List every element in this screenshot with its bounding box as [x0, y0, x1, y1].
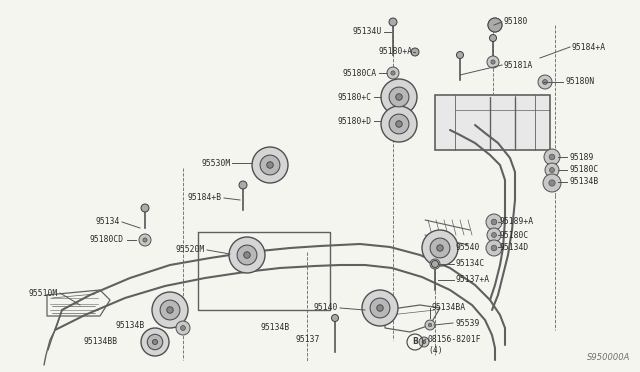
Circle shape	[486, 214, 502, 230]
Circle shape	[377, 305, 383, 311]
Text: 95180CD: 95180CD	[90, 235, 124, 244]
Circle shape	[229, 237, 265, 273]
Circle shape	[544, 149, 560, 165]
Circle shape	[167, 307, 173, 313]
Circle shape	[487, 56, 499, 68]
Text: 95184+B: 95184+B	[188, 193, 222, 202]
Text: 95510M: 95510M	[29, 289, 58, 298]
Text: 95134U: 95134U	[353, 28, 382, 36]
Text: (4): (4)	[428, 346, 443, 356]
Circle shape	[176, 321, 190, 335]
Circle shape	[143, 238, 147, 242]
FancyBboxPatch shape	[435, 95, 550, 150]
Circle shape	[433, 262, 436, 266]
Circle shape	[436, 245, 444, 251]
Text: 95184+A: 95184+A	[572, 42, 606, 51]
Circle shape	[428, 323, 432, 327]
Circle shape	[391, 71, 395, 75]
Circle shape	[370, 298, 390, 318]
Circle shape	[493, 23, 497, 28]
Circle shape	[239, 181, 247, 189]
Text: 95180+C: 95180+C	[338, 93, 372, 102]
Circle shape	[411, 48, 419, 56]
Text: 95180+A: 95180+A	[379, 48, 413, 57]
Circle shape	[244, 252, 250, 258]
Circle shape	[141, 328, 169, 356]
Circle shape	[487, 228, 501, 242]
Text: 95180C: 95180C	[500, 231, 529, 240]
Circle shape	[549, 180, 555, 186]
Circle shape	[550, 167, 554, 173]
Circle shape	[180, 326, 186, 330]
Text: 95180C: 95180C	[569, 166, 598, 174]
Text: 95137+A: 95137+A	[456, 276, 490, 285]
Text: 95189: 95189	[569, 153, 593, 161]
Text: 95540: 95540	[456, 243, 481, 251]
Circle shape	[492, 219, 497, 225]
Circle shape	[160, 300, 180, 320]
Text: 95180: 95180	[504, 17, 529, 26]
Circle shape	[456, 51, 463, 58]
Circle shape	[152, 292, 188, 328]
Circle shape	[425, 320, 435, 330]
Circle shape	[332, 314, 339, 321]
Text: 95134BB: 95134BB	[84, 337, 118, 346]
Circle shape	[488, 18, 502, 32]
Circle shape	[260, 155, 280, 175]
Circle shape	[430, 259, 440, 269]
Circle shape	[491, 60, 495, 64]
Circle shape	[492, 232, 497, 237]
Text: 95134B: 95134B	[116, 321, 145, 330]
Text: 95180CA: 95180CA	[343, 68, 377, 77]
Text: 95180N: 95180N	[565, 77, 595, 87]
Circle shape	[422, 230, 458, 266]
Circle shape	[396, 121, 403, 127]
Text: 95134BA: 95134BA	[432, 304, 466, 312]
Circle shape	[381, 106, 417, 142]
Text: 95134: 95134	[95, 218, 120, 227]
Text: 95520M: 95520M	[176, 246, 205, 254]
Text: 95189+A: 95189+A	[500, 218, 534, 227]
Text: 95134C: 95134C	[456, 260, 485, 269]
Circle shape	[538, 75, 552, 89]
Circle shape	[422, 340, 426, 344]
Circle shape	[389, 18, 397, 26]
Circle shape	[141, 204, 149, 212]
Circle shape	[488, 18, 502, 32]
Circle shape	[431, 260, 438, 267]
Text: 95539: 95539	[455, 318, 479, 327]
Circle shape	[389, 87, 409, 107]
Circle shape	[430, 238, 450, 258]
Circle shape	[237, 245, 257, 265]
Text: S950000A: S950000A	[587, 353, 630, 362]
Text: 95134B: 95134B	[569, 177, 598, 186]
Circle shape	[389, 114, 409, 134]
Circle shape	[486, 240, 502, 256]
Circle shape	[362, 290, 398, 326]
Circle shape	[267, 162, 273, 168]
Circle shape	[387, 67, 399, 79]
Circle shape	[147, 334, 163, 350]
Circle shape	[252, 147, 288, 183]
Circle shape	[543, 80, 547, 84]
Text: 95140: 95140	[314, 304, 338, 312]
Text: 95181A: 95181A	[504, 61, 533, 70]
Text: 95134B: 95134B	[260, 324, 290, 333]
Circle shape	[152, 340, 157, 344]
Circle shape	[545, 163, 559, 177]
Text: 95530M: 95530M	[202, 158, 231, 167]
Text: 95180+D: 95180+D	[338, 116, 372, 125]
Circle shape	[543, 174, 561, 192]
Text: B: B	[412, 337, 418, 346]
Circle shape	[492, 245, 497, 251]
Text: 08156-8201F: 08156-8201F	[428, 334, 482, 343]
Text: 95137: 95137	[296, 336, 320, 344]
Circle shape	[381, 79, 417, 115]
Circle shape	[490, 35, 497, 42]
Circle shape	[139, 234, 151, 246]
Circle shape	[396, 94, 403, 100]
Circle shape	[419, 337, 429, 347]
Text: 95134D: 95134D	[500, 243, 529, 251]
Circle shape	[549, 154, 555, 160]
